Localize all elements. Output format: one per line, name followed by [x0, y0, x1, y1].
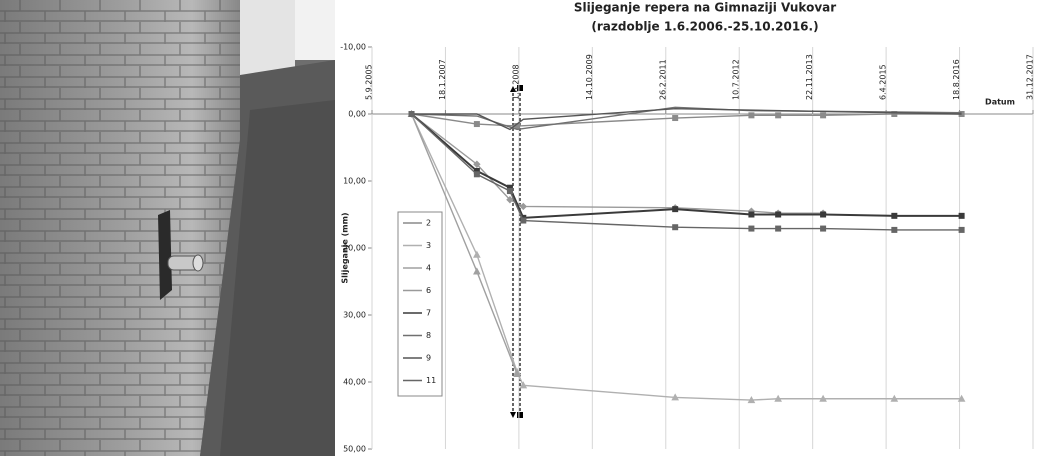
marker: [820, 112, 827, 119]
marker: [473, 171, 480, 178]
x-axis-label: Datum: [985, 98, 1015, 107]
marker: [958, 212, 965, 219]
photo: [0, 0, 335, 456]
chart-subtitle: (razdoblje 1.6.2006.-25.10.2016.): [591, 20, 818, 34]
legend-label: 9: [426, 354, 431, 363]
marker: [513, 369, 521, 377]
x-tick-label: 26.2.2011: [658, 59, 667, 100]
marker: [891, 226, 898, 233]
marker: [672, 115, 679, 122]
legend-label: 3: [426, 241, 431, 250]
x-tick-label: 18.1.2007: [438, 59, 447, 100]
marker: [775, 225, 782, 232]
series-line: [411, 113, 962, 231]
y-tick-label: 0,00: [348, 110, 366, 119]
series-line: [411, 107, 962, 131]
legend: 2 3 4 6 7 8 9 11: [397, 211, 443, 397]
marker: [775, 112, 782, 119]
marker: [519, 381, 528, 389]
series-line: [410, 113, 962, 219]
legend-label: 4: [426, 264, 431, 273]
y-tick-label: 50,00: [343, 445, 366, 454]
marker: [473, 160, 481, 168]
legend-label: 11: [426, 376, 436, 385]
x-tick-label: 5.9.2005: [365, 64, 374, 100]
series-line: [411, 106, 962, 131]
marker: [519, 202, 528, 211]
marker: [520, 217, 527, 224]
marker: [820, 211, 827, 218]
legend-box: [397, 211, 443, 397]
legend-label: 7: [426, 309, 431, 318]
marker: [506, 196, 514, 204]
x-tick-label: 1.6.2008: [511, 64, 520, 100]
x-tick-label: 22.11.2013: [805, 54, 814, 100]
marker: [748, 211, 755, 218]
marker: [408, 111, 415, 117]
marker: [747, 396, 756, 404]
x-tick-label: 10.7.2012: [732, 59, 741, 100]
marker: [748, 225, 755, 232]
marker: [473, 267, 481, 275]
legend-label: 8: [426, 331, 431, 340]
marker: [671, 393, 680, 401]
marker: [957, 394, 966, 402]
y-tick-label: 30,00: [343, 311, 366, 320]
legend-label: 2: [426, 219, 431, 228]
chart: Slijeganje repera na Gimnaziji Vukovar (…: [340, 1, 1034, 454]
marker: [890, 394, 899, 402]
marker: [748, 112, 755, 119]
marker: [820, 225, 827, 232]
series-line: [411, 113, 824, 214]
x-tick-label: 6.4.2015: [879, 64, 888, 100]
series-line: [410, 113, 962, 401]
marker: [819, 394, 827, 402]
marker: [672, 224, 679, 231]
x-tick-label: 31.12.2017: [1026, 54, 1035, 100]
marker: [506, 188, 513, 195]
chart-title: Slijeganje repera na Gimnaziji Vukovar: [574, 1, 836, 15]
marker: [775, 211, 782, 218]
y-tick-label: 10,00: [343, 177, 366, 186]
marker: [672, 206, 679, 213]
marker: [774, 394, 782, 402]
marker: [473, 250, 481, 258]
y-axis-label: Slijeganje (mm): [341, 212, 350, 283]
x-tick-label: 18.8.2016: [952, 59, 961, 100]
y-tick-label: 40,00: [343, 378, 366, 387]
legend-label: 6: [426, 286, 431, 295]
x-tick-label: 14.10.2009: [585, 54, 594, 100]
y-tick-label: 20,00: [343, 244, 366, 253]
y-tick-label: -10,00: [340, 43, 366, 52]
series-line: [411, 113, 962, 127]
marker: [958, 226, 965, 233]
marker: [891, 212, 898, 219]
marker: [473, 121, 480, 128]
